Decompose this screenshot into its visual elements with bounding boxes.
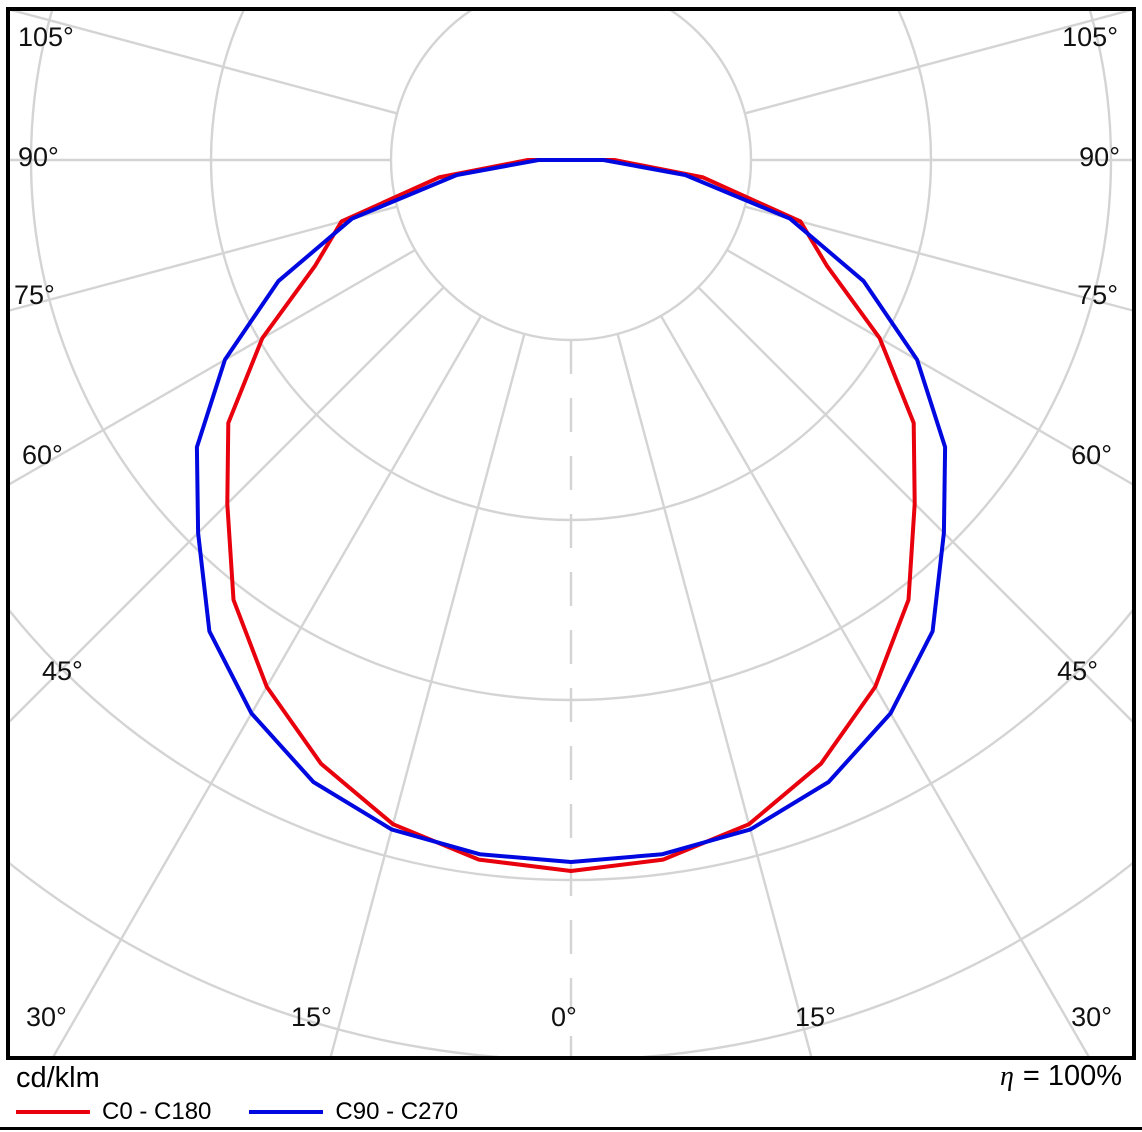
eta-value: = 100% bbox=[1022, 1060, 1122, 1092]
c90-c270-series-label: C90 - C270 bbox=[335, 1098, 459, 1125]
eta-symbol: η bbox=[999, 1061, 1014, 1092]
angle-label-left-90: 90° bbox=[18, 142, 59, 172]
angle-label-bottom-0: 0° bbox=[551, 1002, 577, 1032]
angle-label-left-75: 75° bbox=[14, 280, 55, 310]
legend-item-c90-c270: C90 - C270 bbox=[249, 1098, 458, 1126]
angle-label-right-60: 60° bbox=[1071, 440, 1112, 470]
angle-label-right-75: 75° bbox=[1077, 280, 1118, 310]
angle-label-right-90: 90° bbox=[1079, 142, 1120, 172]
c90-c270-series-swatch bbox=[249, 1110, 324, 1114]
efficiency-label: η = 100% bbox=[1000, 1060, 1122, 1093]
angle-label-left-45: 45° bbox=[42, 656, 83, 686]
bottom-divider bbox=[0, 1127, 1142, 1130]
c0-c180-series-swatch bbox=[16, 1110, 90, 1114]
angle-label-left-60: 60° bbox=[22, 440, 63, 470]
angle-label-right-45: 45° bbox=[1057, 656, 1098, 686]
angle-label-bottom-15-left: 15° bbox=[291, 1002, 332, 1032]
c0-c180-series-label: C0 - C180 bbox=[102, 1098, 212, 1125]
angle-label-right-105: 105° bbox=[1062, 22, 1118, 52]
legend: C0 - C180 C90 - C270 bbox=[16, 1098, 458, 1126]
angle-label-bottom-30-right: 30° bbox=[1071, 1002, 1112, 1032]
angle-label-bottom-15-right: 15° bbox=[795, 1002, 836, 1032]
units-label: cd/klm bbox=[16, 1062, 100, 1094]
angle-label-bottom-30-left: 30° bbox=[26, 1002, 67, 1032]
legend-item-c0-c180: C0 - C180 bbox=[16, 1098, 211, 1126]
angle-label-left-105: 105° bbox=[18, 22, 74, 52]
